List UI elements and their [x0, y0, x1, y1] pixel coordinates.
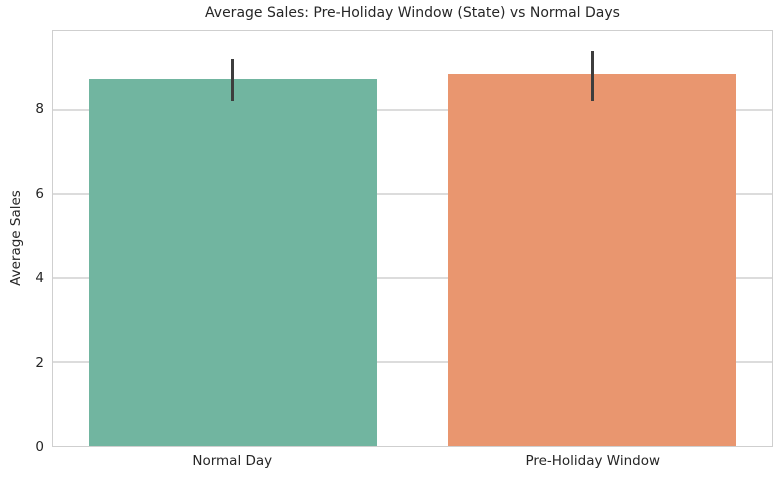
chart-title: Average Sales: Pre-Holiday Window (State… — [205, 5, 620, 21]
y-tick-label-4: 4 — [35, 270, 44, 286]
gridline-y-4 — [53, 276, 772, 279]
x-tick-label-normal-day: Normal Day — [192, 453, 273, 469]
gridline-y-8 — [53, 108, 772, 111]
y-tick-label-8: 8 — [35, 101, 44, 117]
y-tick-label-0: 0 — [35, 439, 44, 455]
gridline-y-2 — [53, 360, 772, 363]
gridline-y-6 — [53, 192, 772, 195]
x-tick-label-pre-holiday-window: Pre-Holiday Window — [525, 453, 661, 469]
plot-area — [52, 30, 773, 447]
y-tick-label-2: 2 — [35, 354, 44, 371]
y-tick-label-6: 6 — [35, 185, 44, 202]
error-bar-pre-holiday-window — [590, 50, 594, 102]
error-bar-normal-day — [231, 59, 235, 102]
bar-pre-holiday-window — [448, 73, 737, 446]
bar-normal-day — [88, 79, 377, 446]
